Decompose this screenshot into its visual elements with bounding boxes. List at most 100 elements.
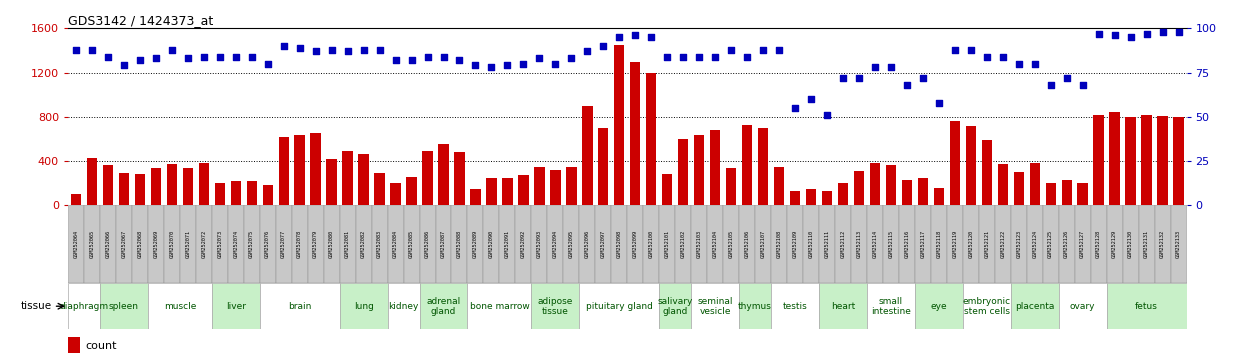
Point [1057,75,1077,81]
Point [946,47,965,52]
Text: placenta: placenta [1015,302,1054,311]
Bar [451,205,467,283]
Bar [148,283,211,329]
Text: GSM252120: GSM252120 [968,230,973,258]
Bar [691,283,739,329]
Text: GSM252072: GSM252072 [201,230,206,258]
Point [1137,31,1157,36]
Bar [1138,205,1154,283]
Bar [1170,205,1187,283]
Point [817,112,837,118]
Bar [135,175,145,205]
Bar [467,205,483,283]
Bar [326,159,337,205]
Point [609,34,629,40]
Point [753,47,772,52]
Bar [246,181,257,205]
Point [482,64,502,70]
Point [1089,31,1109,36]
Text: GSM252125: GSM252125 [1048,230,1053,258]
Text: brain: brain [288,302,311,311]
Text: GSM252108: GSM252108 [776,230,781,258]
Bar [819,205,836,283]
Point [210,54,230,59]
Point [178,56,198,61]
Point [1169,29,1189,35]
Text: GSM252067: GSM252067 [121,230,126,258]
Bar [483,205,499,283]
Text: GSM252071: GSM252071 [185,230,190,258]
Point [98,54,117,59]
Text: small
intestine: small intestine [871,297,911,316]
Bar [388,205,403,283]
Text: GSM252123: GSM252123 [1016,230,1021,258]
Bar [709,130,721,205]
Text: GSM252084: GSM252084 [393,230,398,258]
Point [450,57,470,63]
Point [625,33,645,38]
Bar [68,337,80,353]
Text: GSM252075: GSM252075 [250,230,255,258]
Bar [87,158,98,205]
Text: GSM252129: GSM252129 [1112,230,1117,258]
Text: bone marrow: bone marrow [470,302,529,311]
Point [561,56,581,61]
Bar [870,163,880,205]
Point [1025,61,1044,67]
Bar [947,205,963,283]
Bar [151,168,161,205]
Bar [883,205,899,283]
Bar [116,205,132,283]
Bar [580,283,659,329]
Text: GSM252126: GSM252126 [1064,230,1069,258]
Text: GSM252115: GSM252115 [889,230,894,258]
Bar [84,205,100,283]
Point [785,105,805,111]
Bar [790,191,800,205]
Text: GSM252113: GSM252113 [857,230,861,258]
Point [1041,82,1060,88]
Bar [582,106,592,205]
Text: GSM252105: GSM252105 [729,230,734,258]
Text: GSM252073: GSM252073 [218,230,222,258]
Point [1009,61,1028,67]
Point [674,54,693,59]
Bar [199,163,209,205]
Point [466,63,486,68]
Point [833,75,853,81]
Text: testis: testis [782,302,807,311]
Text: thymus: thymus [738,302,772,311]
Bar [995,205,1011,283]
Bar [679,139,688,205]
Text: salivary
gland: salivary gland [658,297,693,316]
Bar [1043,205,1059,283]
Text: GSM252107: GSM252107 [760,230,765,258]
Bar [515,205,531,283]
Text: GSM252098: GSM252098 [617,230,622,258]
Point [641,34,661,40]
Text: GSM252112: GSM252112 [840,230,845,258]
Text: GSM252086: GSM252086 [425,230,430,258]
Bar [659,283,691,329]
Text: GSM252127: GSM252127 [1080,230,1085,258]
Text: GSM252088: GSM252088 [457,230,462,258]
Text: GSM252117: GSM252117 [921,230,926,258]
Bar [612,205,627,283]
Bar [278,137,289,205]
Bar [68,205,84,283]
Bar [499,205,515,283]
Bar [294,135,305,205]
Text: liver: liver [226,302,246,311]
Bar [915,283,963,329]
Bar [340,283,388,329]
Bar [1030,163,1039,205]
Text: GSM252085: GSM252085 [409,230,414,258]
Bar [100,283,148,329]
Text: GDS3142 / 1424373_at: GDS3142 / 1424373_at [68,14,214,27]
Point [386,57,405,63]
Point [162,47,182,52]
Bar [707,205,723,283]
Bar [103,166,114,205]
Bar [1078,183,1088,205]
Text: GSM252118: GSM252118 [937,230,942,258]
